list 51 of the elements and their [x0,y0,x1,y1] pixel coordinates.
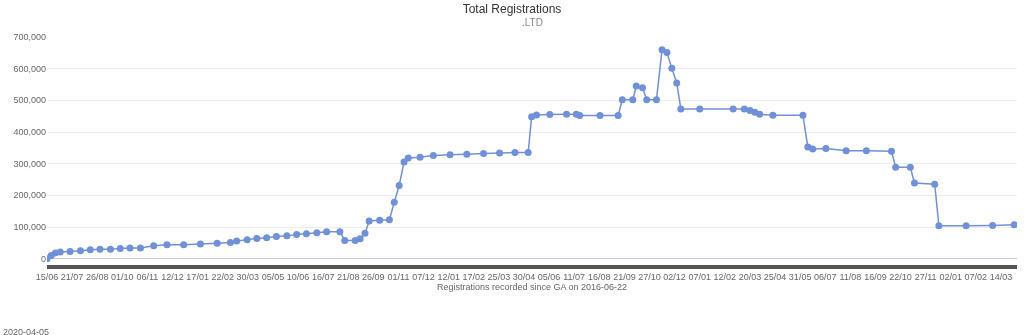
y-tick-label: 500,000 [13,95,46,106]
x-tick-label: 10/06 [286,271,310,282]
x-tick-label: 21/07 [60,271,84,282]
x-tick-label: 16/07 [311,271,335,282]
x-tick-label: 20/03 [738,271,762,282]
x-tick-label: 30/03 [236,271,260,282]
y-tick-label: 200,000 [13,190,46,201]
y-tick-label: 400,000 [13,127,46,138]
x-tick-label: 05/06 [537,271,561,282]
x-tick-label: 30/04 [512,271,536,282]
x-axis-title: Registrations recorded since GA on 2016-06-22 [436,282,628,293]
x-tick-label: 12/01 [437,271,460,282]
chart-title: Total Registrations [462,2,562,17]
x-tick-label: 01/11 [387,271,410,282]
x-tick-label: 22/02 [211,271,234,282]
x-tick-label: 11/08 [839,271,862,282]
x-tick-label: 01/10 [111,271,134,282]
y-tick-label: 700,000 [13,32,46,43]
x-tick-label: 31/05 [788,271,812,282]
x-tick-label: 07/12 [412,271,435,282]
x-tick-label: 07/02 [964,271,988,282]
x-tick-label: 21/09 [613,271,636,282]
x-tick-label: 22/10 [889,271,912,282]
x-tick-label: 26/08 [85,271,109,282]
x-tick-label: 06/11 [136,271,159,282]
y-tick-label: 0 [40,253,46,264]
x-tick-label: 12/12 [161,271,184,282]
x-tick-label: 27/10 [638,271,661,282]
x-tick-label: 27/11 [914,271,937,282]
x-tick-label: 17/02 [462,271,486,282]
x-tick-label: 11/07 [563,271,586,282]
x-tick-label: 21/08 [336,271,360,282]
y-tick-label: 300,000 [13,158,46,169]
x-tick-label: 16/09 [864,271,887,282]
x-tick-label: 15/06 [35,271,59,282]
y-tick-label: 100,000 [13,222,46,233]
x-tick-label: 17/01 [186,271,209,282]
x-tick-label: 05/05 [261,271,285,282]
x-tick-label: 02/12 [663,271,686,282]
x-tick-label: 25/03 [487,271,511,282]
y-tick-label: 600,000 [13,63,46,74]
text: 2020-04-05 [3,327,50,335]
chart-subtitle: .LTD [522,17,543,28]
x-tick-label: 12/02 [713,271,737,282]
x-tick-label: 06/07 [813,271,837,282]
x-tick-label: 26/09 [362,271,385,282]
x-tick-label: 07/01 [688,271,711,282]
x-tick-label: 02/01 [939,271,963,282]
x-tick-label: 25/04 [763,271,787,282]
x-tick-label: 14/03 [989,271,1013,282]
x-tick-label: 16/08 [588,271,611,282]
